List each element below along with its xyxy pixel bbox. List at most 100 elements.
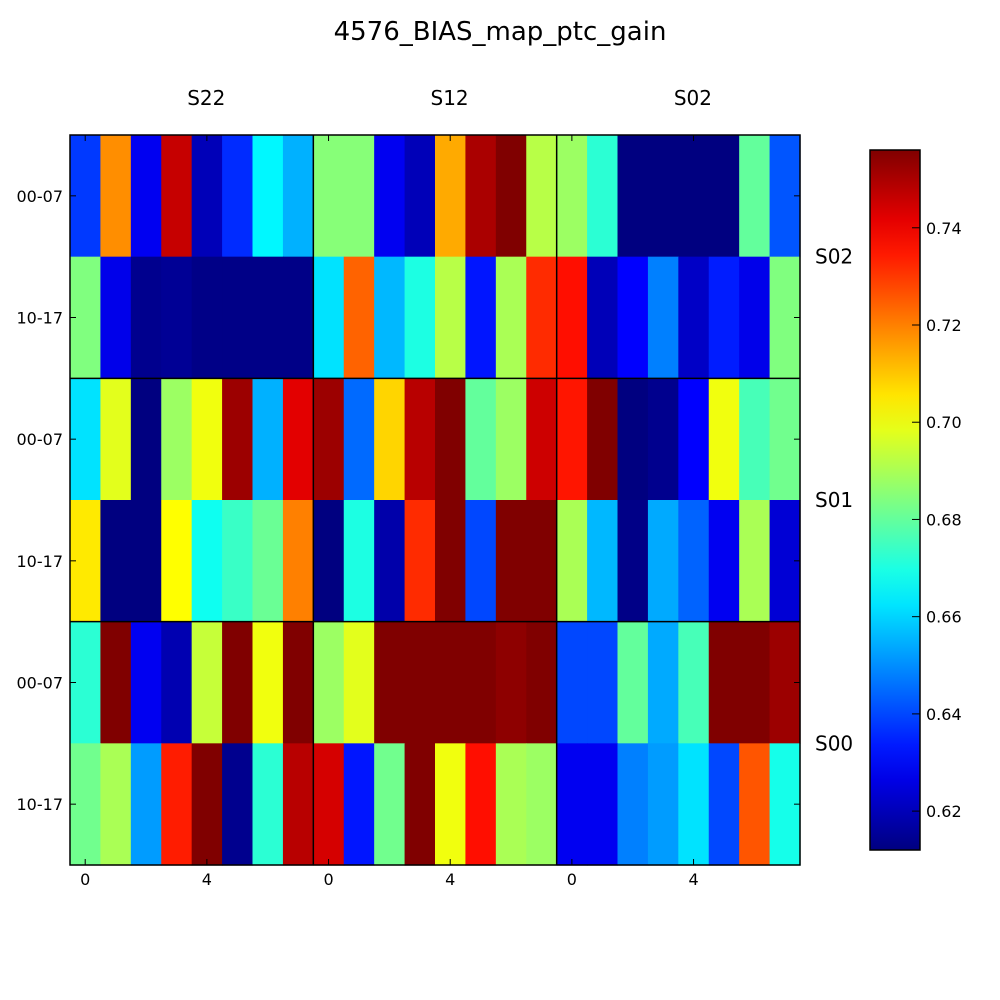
heatmap-cell [739, 135, 771, 258]
heatmap-cell [100, 500, 132, 623]
y-tick-label: 10-17 [17, 552, 64, 571]
heatmap-cell [100, 378, 132, 501]
heatmap-cell [130, 621, 162, 744]
heatmap-cell [222, 135, 254, 258]
heatmap-cell [617, 135, 649, 258]
heatmap-cell [282, 256, 314, 379]
column-group-label: S22 [187, 86, 225, 110]
heatmap-cell [739, 743, 771, 866]
heatmap-cell [404, 743, 436, 866]
heatmap-cell [647, 621, 679, 744]
heatmap-cell [739, 621, 771, 744]
heatmap-cell [526, 743, 558, 866]
colorbar-tick-label: 0.64 [926, 705, 962, 724]
heatmap-cell [343, 135, 375, 258]
heatmap-cell [465, 135, 497, 258]
heatmap-cell [282, 621, 314, 744]
heatmap-cell [100, 743, 132, 866]
heatmap-cell [282, 500, 314, 623]
heatmap-cell [252, 256, 284, 379]
x-tick-label: 4 [688, 870, 698, 889]
heatmap-cell [708, 621, 740, 744]
x-tick-label: 4 [202, 870, 212, 889]
heatmap-cell [495, 378, 527, 501]
heatmap-cell [587, 500, 619, 623]
heatmap-cell [465, 743, 497, 866]
heatmap-cell [130, 500, 162, 623]
heatmap-cells [70, 135, 801, 866]
heatmap-cell [556, 378, 588, 501]
y-tick-label: 10-17 [17, 795, 64, 814]
heatmap-cell [556, 500, 588, 623]
colorbar-tick-label: 0.68 [926, 510, 962, 529]
heatmap-cell [313, 256, 345, 379]
heatmap-cell [435, 743, 467, 866]
heatmap-cell [708, 500, 740, 623]
heatmap-cell [708, 135, 740, 258]
heatmap-cell [191, 135, 223, 258]
column-group-label: S02 [674, 86, 712, 110]
heatmap-cell [282, 135, 314, 258]
heatmap-cell [435, 256, 467, 379]
heatmap-cell [191, 256, 223, 379]
colorbar [869, 149, 921, 851]
heatmap-cell [678, 135, 710, 258]
heatmap-cell [222, 743, 254, 866]
heatmap-cell [678, 500, 710, 623]
x-tick-label: 4 [445, 870, 455, 889]
heatmap-cell [100, 621, 132, 744]
heatmap-cell [130, 378, 162, 501]
heatmap-cell [191, 743, 223, 866]
heatmap-cell [374, 256, 406, 379]
heatmap-cell [313, 743, 345, 866]
heatmap-cell [587, 256, 619, 379]
heatmap-cell [222, 378, 254, 501]
heatmap-cell [587, 743, 619, 866]
heatmap-cell [282, 743, 314, 866]
heatmap-cell [617, 621, 649, 744]
heatmap-cell [161, 378, 193, 501]
heatmap-cell [556, 743, 588, 866]
heatmap-cell [647, 500, 679, 623]
heatmap-cell [435, 378, 467, 501]
heatmap-cell [587, 135, 619, 258]
x-tick-label: 0 [567, 870, 577, 889]
heatmap-cell [343, 743, 375, 866]
heatmap-cell [191, 500, 223, 623]
heatmap-cell [161, 500, 193, 623]
row-group-label: S01 [815, 488, 853, 512]
heatmap-cell [617, 743, 649, 866]
heatmap-cell [647, 256, 679, 379]
heatmap-cell [374, 135, 406, 258]
heatmap-cell [739, 256, 771, 379]
heatmap-cell [222, 621, 254, 744]
colorbar-tick-label: 0.66 [926, 608, 962, 627]
heatmap-cell [404, 256, 436, 379]
colorbar-tick-label: 0.70 [926, 413, 962, 432]
heatmap-cell [465, 256, 497, 379]
row-group-label: S00 [815, 731, 853, 755]
heatmap-cell [252, 743, 284, 866]
heatmap-cell [526, 621, 558, 744]
plot-frame [69, 134, 801, 866]
heatmap-cell [130, 743, 162, 866]
heatmap-cell [404, 135, 436, 258]
heatmap-cell [587, 621, 619, 744]
heatmap-cell [252, 378, 284, 501]
heatmap-cell [465, 500, 497, 623]
y-tick-label: 10-17 [17, 309, 64, 328]
heatmap-cell [739, 500, 771, 623]
chart-title: 4576_BIAS_map_ptc_gain [334, 17, 667, 47]
x-tick-label: 0 [323, 870, 333, 889]
heatmap-cell [161, 621, 193, 744]
heatmap-cell [313, 135, 345, 258]
heatmap-cell [587, 378, 619, 501]
heatmap-cell [526, 378, 558, 501]
heatmap-cell [465, 621, 497, 744]
heatmap-cell [435, 621, 467, 744]
heatmap-cell [100, 256, 132, 379]
heatmap-cell [678, 256, 710, 379]
heatmap-cell [435, 500, 467, 623]
y-tick-label: 00-07 [17, 187, 64, 206]
heatmap-cell [161, 135, 193, 258]
